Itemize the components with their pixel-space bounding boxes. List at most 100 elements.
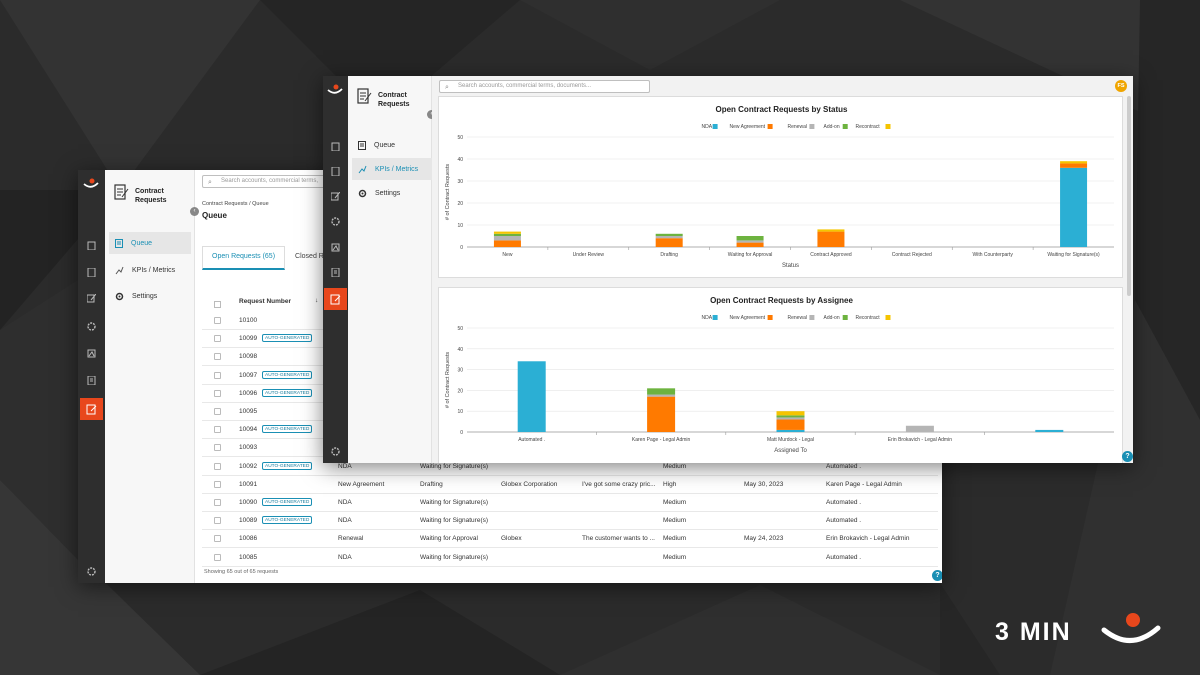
nav-item-settings[interactable]: Settings <box>352 182 434 204</box>
legend-swatch <box>809 315 815 320</box>
table-row[interactable]: 10092 AUTO-GENERATED NDA Waiting for Signat… <box>202 458 938 476</box>
cell-request-number[interactable]: 10094 <box>239 426 258 434</box>
bar-2-2[interactable] <box>655 236 683 239</box>
bar-0-2[interactable] <box>776 429 805 432</box>
bar-2-1[interactable] <box>647 394 676 397</box>
cell-request-number[interactable]: 10095 <box>239 408 258 415</box>
bar-1-4[interactable] <box>817 231 845 247</box>
settings-gear-icon[interactable] <box>328 444 343 459</box>
status-chart: Open Contract Requests by Status NDA New A… <box>445 105 1114 269</box>
table-row[interactable]: 10086 Renewal Waiting for Approval Globex Th… <box>202 530 938 549</box>
cell-request-number[interactable]: 10092 <box>239 462 258 470</box>
cell-type: Renewal <box>338 535 364 543</box>
file-icon[interactable] <box>328 164 343 179</box>
building-icon[interactable] <box>328 139 343 154</box>
row-checkbox[interactable] <box>214 444 221 452</box>
nav-item-settings[interactable]: Settings <box>109 285 191 307</box>
table-row[interactable]: 10090 AUTO-GENERATED NDA Waiting for Signat… <box>202 494 938 512</box>
bar-1-1[interactable] <box>647 396 676 432</box>
help-button[interactable]: ? <box>932 570 942 581</box>
collapse-nav-button[interactable]: ‹ <box>427 110 436 119</box>
bar-4-4[interactable] <box>817 229 845 232</box>
tab-closed-requests[interactable]: Closed Re <box>295 253 328 260</box>
search-placeholder: Search accounts, commercial terms, docum… <box>458 83 592 89</box>
cell-request-number[interactable]: 10093 <box>239 444 258 452</box>
cog-icon[interactable] <box>328 214 343 229</box>
bar-1-7[interactable] <box>1060 163 1088 168</box>
bar-3-2[interactable] <box>655 233 683 236</box>
nav-item-queue[interactable]: Queue <box>109 232 191 254</box>
legend-label: Add-on <box>824 315 840 321</box>
settings-gear-icon[interactable] <box>84 564 99 579</box>
edit-icon[interactable] <box>84 291 99 306</box>
row-checkbox[interactable] <box>214 389 221 397</box>
row-checkbox[interactable] <box>214 480 221 488</box>
table-row[interactable]: 10091 New Agreement Drafting Globex Corpora… <box>202 476 938 494</box>
cell-request-number[interactable]: 10085 <box>239 553 258 561</box>
bar-3-1[interactable] <box>647 388 676 395</box>
cell-request-number[interactable]: 10098 <box>239 353 258 361</box>
bar-0-4[interactable] <box>1035 429 1064 432</box>
bar-4-2[interactable] <box>776 411 805 416</box>
bar-4-0[interactable] <box>493 231 521 234</box>
document-list-icon[interactable] <box>328 265 343 280</box>
select-all-checkbox[interactable] <box>214 301 221 308</box>
cell-request-number[interactable]: 10089 <box>239 517 258 525</box>
bar-3-0[interactable] <box>493 233 521 236</box>
bar-2-3[interactable] <box>905 425 934 432</box>
row-checkbox[interactable] <box>214 371 221 379</box>
bar-1-2[interactable] <box>776 419 805 430</box>
user-avatar[interactable]: FS <box>1115 80 1127 92</box>
row-checkbox[interactable] <box>214 335 221 343</box>
collapse-nav-button[interactable]: ‹ <box>190 207 199 216</box>
bar-0-0[interactable] <box>517 361 546 432</box>
contract-requests-icon[interactable] <box>324 288 347 310</box>
cell-request-number[interactable]: 10096 <box>239 389 258 397</box>
tab-open-requests[interactable]: Open Requests (65) <box>202 246 286 270</box>
bar-2-0[interactable] <box>493 236 521 241</box>
row-checkbox[interactable] <box>214 553 221 561</box>
bar-3-2[interactable] <box>776 415 805 418</box>
row-checkbox[interactable] <box>214 499 221 506</box>
cog-icon[interactable] <box>84 319 99 334</box>
image-icon[interactable] <box>328 240 343 255</box>
bar-1-3[interactable] <box>736 242 764 247</box>
help-button[interactable]: ? <box>1122 451 1133 462</box>
bar-1-2[interactable] <box>655 238 683 247</box>
row-checkbox[interactable] <box>214 517 221 525</box>
row-checkbox[interactable] <box>214 353 221 361</box>
bar-1-0[interactable] <box>493 240 521 247</box>
search-input[interactable]: ⌕ Search accounts, commercial terms, doc… <box>439 80 650 93</box>
document-list-icon[interactable] <box>84 373 99 388</box>
bar-2-2[interactable] <box>776 417 805 420</box>
row-checkbox[interactable] <box>214 535 221 543</box>
bar-0-7[interactable] <box>1060 167 1088 247</box>
building-icon[interactable] <box>84 238 99 253</box>
cell-date: May 30, 2023 <box>744 480 784 488</box>
nav-item-kpis[interactable]: KPIs / Metrics <box>352 158 434 180</box>
cell-request-number[interactable]: 10100 <box>239 317 258 324</box>
table-row[interactable]: 10085 NDA Waiting for Signature(s) Medium Au… <box>202 549 938 567</box>
cell-request-number[interactable]: 10097 <box>239 371 258 379</box>
row-checkbox[interactable] <box>214 408 221 415</box>
row-checkbox[interactable] <box>214 462 221 470</box>
cell-request-number[interactable]: 10086 <box>239 535 258 543</box>
contract-requests-icon[interactable] <box>80 398 103 420</box>
bar-3-3[interactable] <box>736 236 764 241</box>
header-request-number[interactable]: Request Number <box>239 298 292 305</box>
nav-item-kpis[interactable]: KPIs / Metrics <box>109 259 191 281</box>
row-checkbox[interactable] <box>214 426 221 434</box>
cell-request-number[interactable]: 10091 <box>239 480 258 488</box>
bar-4-7[interactable] <box>1060 161 1088 164</box>
sort-arrow-icon[interactable]: ↓ <box>315 297 319 304</box>
file-icon[interactable] <box>84 265 99 280</box>
scrollbar[interactable] <box>1127 96 1131 296</box>
bar-2-3[interactable] <box>736 240 764 243</box>
cell-request-number[interactable]: 10090 <box>239 499 258 506</box>
nav-item-queue[interactable]: Queue <box>352 134 434 156</box>
cell-request-number[interactable]: 10099 <box>239 335 258 343</box>
edit-icon[interactable] <box>328 189 343 204</box>
table-row[interactable]: 10089 AUTO-GENERATED NDA Waiting for Signat… <box>202 512 938 531</box>
row-checkbox[interactable] <box>214 317 221 324</box>
image-icon[interactable] <box>84 346 99 361</box>
